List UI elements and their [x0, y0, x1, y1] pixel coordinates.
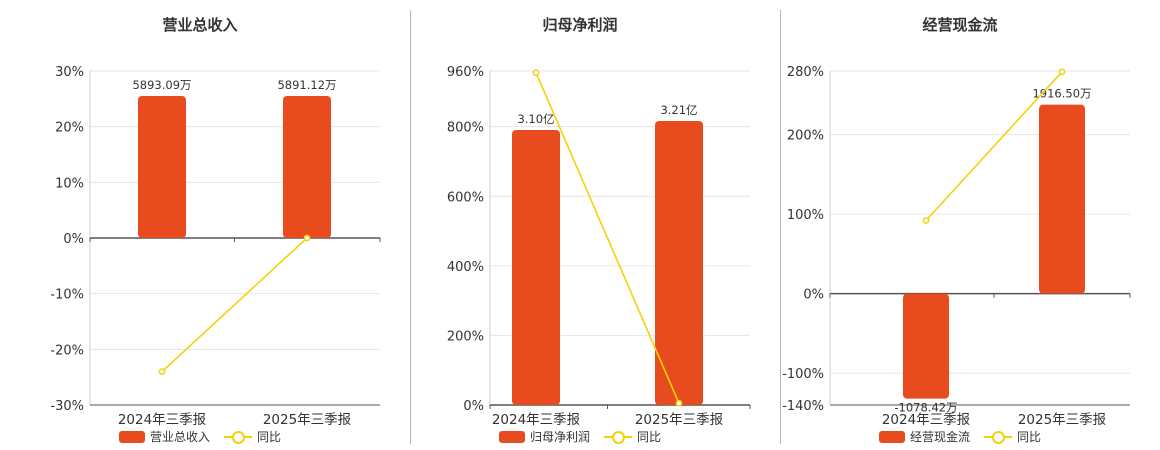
- bar-value-label: 3.10亿: [517, 112, 554, 126]
- y-tick-label: 200%: [787, 129, 824, 144]
- y-tick-label: 10%: [55, 176, 84, 191]
- x-category-label: 2024年三季报: [118, 412, 206, 428]
- y-tick-label: 20%: [55, 121, 84, 136]
- y-tick-label: 280%: [787, 65, 824, 80]
- x-category-label: 2025年三季报: [1018, 412, 1106, 428]
- y-tick-label: 0%: [63, 232, 84, 247]
- x-category-label: 2025年三季报: [635, 412, 723, 428]
- yoy-point: [1058, 68, 1066, 76]
- y-tick-label: 100%: [787, 208, 824, 223]
- y-tick-label: 600%: [447, 190, 484, 205]
- yoy-point: [922, 217, 930, 224]
- bar: [655, 121, 703, 405]
- bar-legend-swatch: [118, 430, 145, 443]
- line-legend-label: 同比: [257, 430, 282, 444]
- bar-value-label: 3.21亿: [660, 103, 697, 117]
- line-legend-marker: [604, 430, 632, 444]
- y-tick-label: 400%: [447, 260, 484, 275]
- net-profit-chart: 960% 800% 600% 400% 200% 0% 3.10亿 3.21亿 2024年三季报…: [447, 65, 751, 428]
- yoy-line: [161, 237, 308, 373]
- chart-title: 营业总收入: [162, 16, 238, 34]
- y-tick-label: -100%: [782, 367, 824, 382]
- bar: [903, 293, 949, 399]
- line-legend-marker: [984, 430, 1012, 444]
- x-category-label: 2025年三季报: [263, 412, 351, 428]
- chart-title: 归母净利润: [542, 16, 618, 34]
- chart-title: 经营现金流: [922, 16, 998, 34]
- line-legend-label: 同比: [637, 430, 662, 444]
- y-tick-label: 0%: [463, 399, 484, 414]
- x-category-label: 2024年三季报: [492, 412, 580, 428]
- chart-legend: 经营现金流 同比: [760, 428, 1160, 445]
- bar-legend-label: 营业总收入: [149, 430, 210, 444]
- bar: [283, 96, 331, 238]
- bar-legend-label: 归母净利润: [529, 430, 590, 444]
- y-tick-label: 0%: [803, 288, 824, 303]
- bar-value-label: -1078.42万: [894, 401, 957, 415]
- y-tick-label: -30%: [50, 399, 84, 414]
- y-tick-label: 960%: [447, 65, 484, 80]
- yoy-point: [532, 69, 540, 77]
- bar: [138, 96, 186, 238]
- y-tick-label: 800%: [447, 121, 484, 136]
- revenue-chart-panel: 营业总收入 30% 20% 10% 0% -10% -20% -30% 5893.09万 589…: [0, 0, 400, 450]
- bar: [1039, 104, 1085, 294]
- y-tick-label: -140%: [782, 399, 824, 414]
- y-tick-label: 30%: [55, 65, 84, 80]
- bar-value-label: 5893.09万: [132, 78, 191, 92]
- line-legend-marker: [224, 430, 252, 444]
- chart-legend: 归母净利润 同比: [380, 428, 780, 445]
- x-category-label: 2024年三季报: [882, 412, 970, 428]
- y-tick-label: -20%: [50, 343, 84, 358]
- bar-legend-swatch: [498, 430, 525, 443]
- bar-legend-swatch: [878, 430, 905, 443]
- bar: [512, 130, 560, 405]
- panel-divider: [410, 10, 411, 444]
- y-tick-label: 200%: [447, 329, 484, 344]
- chart-legend: 营业总收入 同比: [0, 428, 400, 445]
- yoy-point: [675, 399, 683, 407]
- revenue-chart: 30% 20% 10% 0% -10% -20% -30% 5893.09万 5891.12万 2…: [50, 65, 381, 428]
- bar-value-label: 1916.50万: [1032, 87, 1091, 101]
- yoy-line: [535, 72, 680, 404]
- yoy-point: [158, 368, 166, 375]
- panel-divider: [780, 10, 781, 444]
- cash-flow-chart: 280% 200% 100% 0% -100% -140% -1078.42万 1916.50…: [782, 65, 1131, 428]
- yoy-line: [925, 71, 1063, 222]
- yoy-point: [303, 234, 311, 242]
- cash-flow-chart-panel: 经营现金流 280% 200% 100% 0% -100% -140% -1078.42万 1…: [760, 0, 1160, 450]
- line-legend-label: 同比: [1017, 430, 1042, 444]
- net-profit-chart-panel: 归母净利润 960% 800% 600% 400% 200% 0% 3.10亿 3.21亿 20…: [380, 0, 780, 450]
- bar-legend-label: 经营现金流: [909, 430, 970, 444]
- bar-value-label: 5891.12万: [277, 78, 336, 92]
- y-tick-label: -10%: [50, 288, 84, 303]
